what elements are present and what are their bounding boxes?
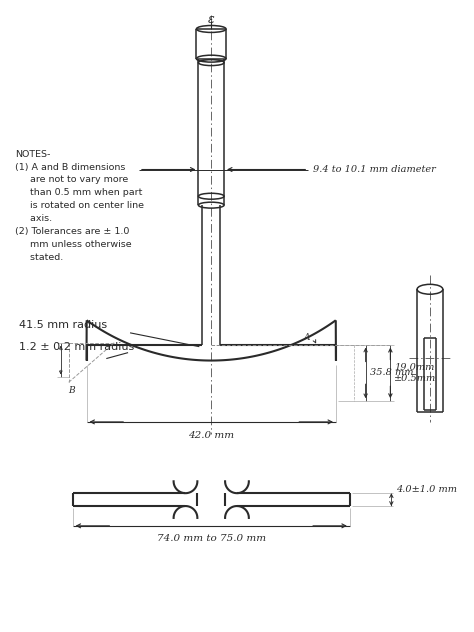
Text: 4.0±1.0 mm: 4.0±1.0 mm bbox=[396, 485, 457, 494]
Text: 19.0mm
±0.5mm: 19.0mm ±0.5mm bbox=[394, 363, 437, 382]
Text: B: B bbox=[68, 386, 75, 395]
Text: A: A bbox=[304, 333, 310, 343]
Text: 35.8 mm: 35.8 mm bbox=[370, 368, 413, 377]
Text: 9.4 to 10.1 mm diameter: 9.4 to 10.1 mm diameter bbox=[313, 165, 436, 174]
Text: 1.2 ± 0.2 mm radius: 1.2 ± 0.2 mm radius bbox=[19, 342, 135, 351]
Text: 74.0 mm to 75.0 mm: 74.0 mm to 75.0 mm bbox=[157, 534, 266, 543]
Text: ε: ε bbox=[208, 13, 215, 26]
Text: NOTES-
(1) A and B dimensions
     are not to vary more
     than 0.5 mm when pa: NOTES- (1) A and B dimensions are not to… bbox=[15, 150, 144, 262]
Text: 41.5 mm radius: 41.5 mm radius bbox=[19, 320, 107, 330]
Text: 42.0 mm: 42.0 mm bbox=[188, 431, 234, 440]
